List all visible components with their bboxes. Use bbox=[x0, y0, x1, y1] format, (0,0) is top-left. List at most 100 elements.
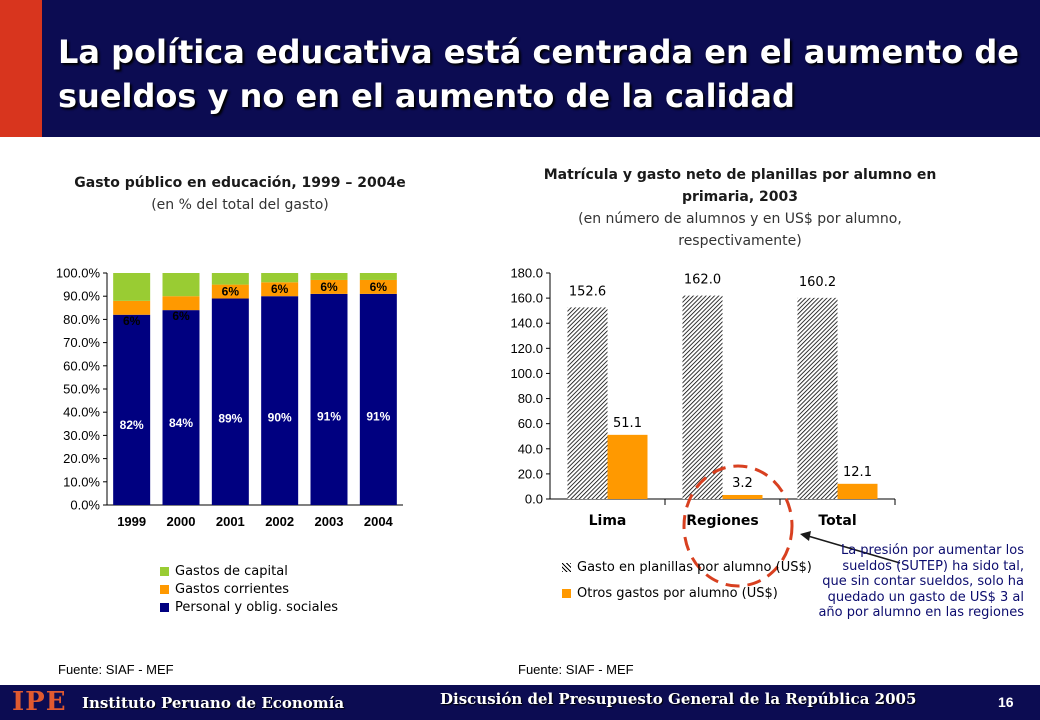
legend-label-capital: Gastos de capital bbox=[175, 563, 288, 579]
chart1-y-tick-label: 20.0% bbox=[63, 451, 100, 466]
footer-bar bbox=[0, 685, 1040, 720]
chart1-bar-segment bbox=[113, 300, 151, 315]
chart1-bar-segment bbox=[113, 314, 151, 505]
chart1-data-label: 6% bbox=[370, 280, 388, 294]
chart2-y-tick-label: 140.0 bbox=[510, 316, 543, 331]
chart2-title-block: Matrícula y gasto neto de planillas por … bbox=[530, 164, 950, 252]
chart2-bar-otros bbox=[837, 483, 878, 499]
chart1-data-label: 6% bbox=[271, 282, 289, 296]
highlight-circle bbox=[682, 464, 794, 588]
legend-item-otros: Otros gastos por alumno (US$) bbox=[562, 580, 812, 606]
chart2-y-tick-label: 40.0 bbox=[518, 441, 543, 456]
annotation-arrow bbox=[807, 535, 901, 564]
legend-item-planillas: Gasto en planillas por alumno (US$) bbox=[562, 554, 812, 580]
chart2-category-label: Total bbox=[818, 513, 856, 529]
chart1-y-tick-label: 0.0% bbox=[70, 498, 100, 513]
chart1-source: Fuente: SIAF - MEF bbox=[58, 662, 174, 677]
chart1-bar-segment bbox=[113, 273, 151, 301]
legend-item-capital: Gastos de capital bbox=[160, 562, 338, 580]
chart1-y-tick-label: 80.0% bbox=[63, 312, 100, 327]
chart2-y-tick-label: 100.0 bbox=[510, 366, 543, 381]
chart2-source: Fuente: SIAF - MEF bbox=[518, 662, 634, 677]
chart2-title: Matrícula y gasto neto de planillas por … bbox=[543, 167, 937, 205]
chart2-data-label: 3.2 bbox=[732, 476, 753, 491]
chart2-y-tick-label: 160.0 bbox=[510, 291, 543, 306]
legend-item-corrientes: Gastos corrientes bbox=[160, 580, 338, 598]
chart1-data-label: 90% bbox=[268, 410, 292, 424]
chart2-bar-otros bbox=[607, 434, 648, 499]
institution-name: Instituto Peruano de Economía bbox=[82, 694, 345, 712]
chart1-data-label: 84% bbox=[169, 416, 193, 430]
chart1-data-label: 6% bbox=[123, 314, 141, 328]
chart2-category-label: Lima bbox=[589, 513, 627, 529]
chart1-data-label: 89% bbox=[218, 411, 242, 425]
chart1-bar-segment bbox=[310, 293, 348, 505]
header-bar bbox=[0, 0, 1040, 137]
chart1-title-block: Gasto público en educación, 1999 – 2004e… bbox=[40, 172, 440, 216]
chart1-category-label: 2000 bbox=[167, 514, 196, 529]
legend-swatch-otros bbox=[562, 588, 571, 598]
chart2-grouped-bar: 180.0 160.0 140.0 120.0 100.0 80.0 60.0 40.0 20.… bbox=[510, 266, 896, 529]
chart2-bar-planillas bbox=[567, 307, 608, 499]
slide-title: La política educativa está centrada en e… bbox=[58, 33, 1019, 115]
chart1-data-label: 82% bbox=[120, 418, 144, 432]
chart1-data-label: 6% bbox=[320, 280, 338, 294]
legend-label-otros: Otros gastos por alumno (US$) bbox=[577, 585, 778, 601]
chart1-bar-segment bbox=[211, 273, 249, 285]
chart1-bar-segment bbox=[359, 273, 397, 280]
chart2-y-tick-label: 20.0 bbox=[518, 466, 543, 481]
chart1-category-label: 2003 bbox=[315, 514, 344, 529]
chart1-bar-segment bbox=[261, 273, 299, 283]
chart1-data-label: 91% bbox=[317, 410, 341, 424]
chart2-data-label: 160.2 bbox=[799, 275, 836, 290]
legend-label-corrientes: Gastos corrientes bbox=[175, 581, 290, 597]
chart2-subtitle: (en número de alumnos y en US$ por alumn… bbox=[578, 211, 902, 249]
chart1-bar-segment bbox=[162, 310, 200, 505]
discussion-title: Discusión del Presupuesto General de la … bbox=[440, 690, 917, 708]
chart1-legend: Gastos de capital Gastos corrientes Pers… bbox=[160, 562, 338, 616]
chart1-data-label: 6% bbox=[222, 285, 240, 299]
chart1-bar-segment bbox=[310, 279, 348, 294]
chart1-bar-segment bbox=[261, 282, 299, 297]
chart1-bar-segment bbox=[162, 273, 200, 297]
chart1-bar-segment bbox=[211, 284, 249, 299]
chart2-data-label: 12.1 bbox=[843, 465, 872, 480]
legend-item-personal: Personal y oblig. sociales bbox=[160, 598, 338, 616]
chart2-data-label: 162.0 bbox=[684, 273, 721, 288]
chart1-bar-segment bbox=[162, 296, 200, 311]
chart1-bar-segment bbox=[261, 296, 299, 505]
chart1-y-tick-label: 100.0% bbox=[56, 266, 101, 281]
chart1-bar-segment bbox=[310, 273, 348, 280]
annotation-text: La presión por aumentar los sueldos (SUT… bbox=[818, 543, 1024, 620]
chart1-category-label: 1999 bbox=[117, 514, 146, 529]
chart1-stacked-bar: 100.0% 90.0% 80.0% 70.0% 60.0% 50.0% 40.0% 30.0… bbox=[56, 266, 403, 529]
chart2-bar-planillas bbox=[797, 297, 838, 499]
chart1-bar-segment bbox=[211, 298, 249, 505]
chart1-y-tick-label: 70.0% bbox=[63, 335, 100, 350]
chart1-data-label: 91% bbox=[366, 410, 390, 424]
legend-swatch-personal bbox=[160, 602, 169, 612]
chart1-category-label: 2002 bbox=[265, 514, 294, 529]
chart2-legend: Gasto en planillas por alumno (US$) Otro… bbox=[562, 554, 812, 606]
header-accent bbox=[0, 0, 42, 137]
chart2-y-tick-label: 80.0 bbox=[518, 391, 543, 406]
chart1-y-tick-label: 50.0% bbox=[63, 382, 100, 397]
chart1-subtitle: (en % del total del gasto) bbox=[151, 197, 329, 213]
chart1-data-label: 6% bbox=[172, 309, 190, 323]
chart2-y-tick-label: 120.0 bbox=[510, 341, 543, 356]
chart2-y-tick-label: 60.0 bbox=[518, 416, 543, 431]
chart2-data-label: 152.6 bbox=[569, 284, 606, 299]
chart1-bar-segment bbox=[359, 279, 397, 294]
chart2-y-tick-label: 0.0 bbox=[525, 492, 543, 507]
chart2-data-label: 51.1 bbox=[613, 416, 642, 431]
chart1-bar-segment bbox=[359, 293, 397, 505]
chart1-category-label: 2001 bbox=[216, 514, 245, 529]
chart2-category-label: Regiones bbox=[686, 513, 759, 529]
chart1-y-tick-label: 60.0% bbox=[63, 358, 100, 373]
annotation-arrowhead bbox=[800, 531, 811, 541]
ipe-logo: IPE bbox=[12, 687, 67, 717]
chart1-y-tick-label: 40.0% bbox=[63, 405, 100, 420]
legend-swatch-capital bbox=[160, 566, 169, 576]
legend-swatch-corrientes bbox=[160, 584, 169, 594]
chart1-y-tick-label: 10.0% bbox=[63, 474, 100, 489]
